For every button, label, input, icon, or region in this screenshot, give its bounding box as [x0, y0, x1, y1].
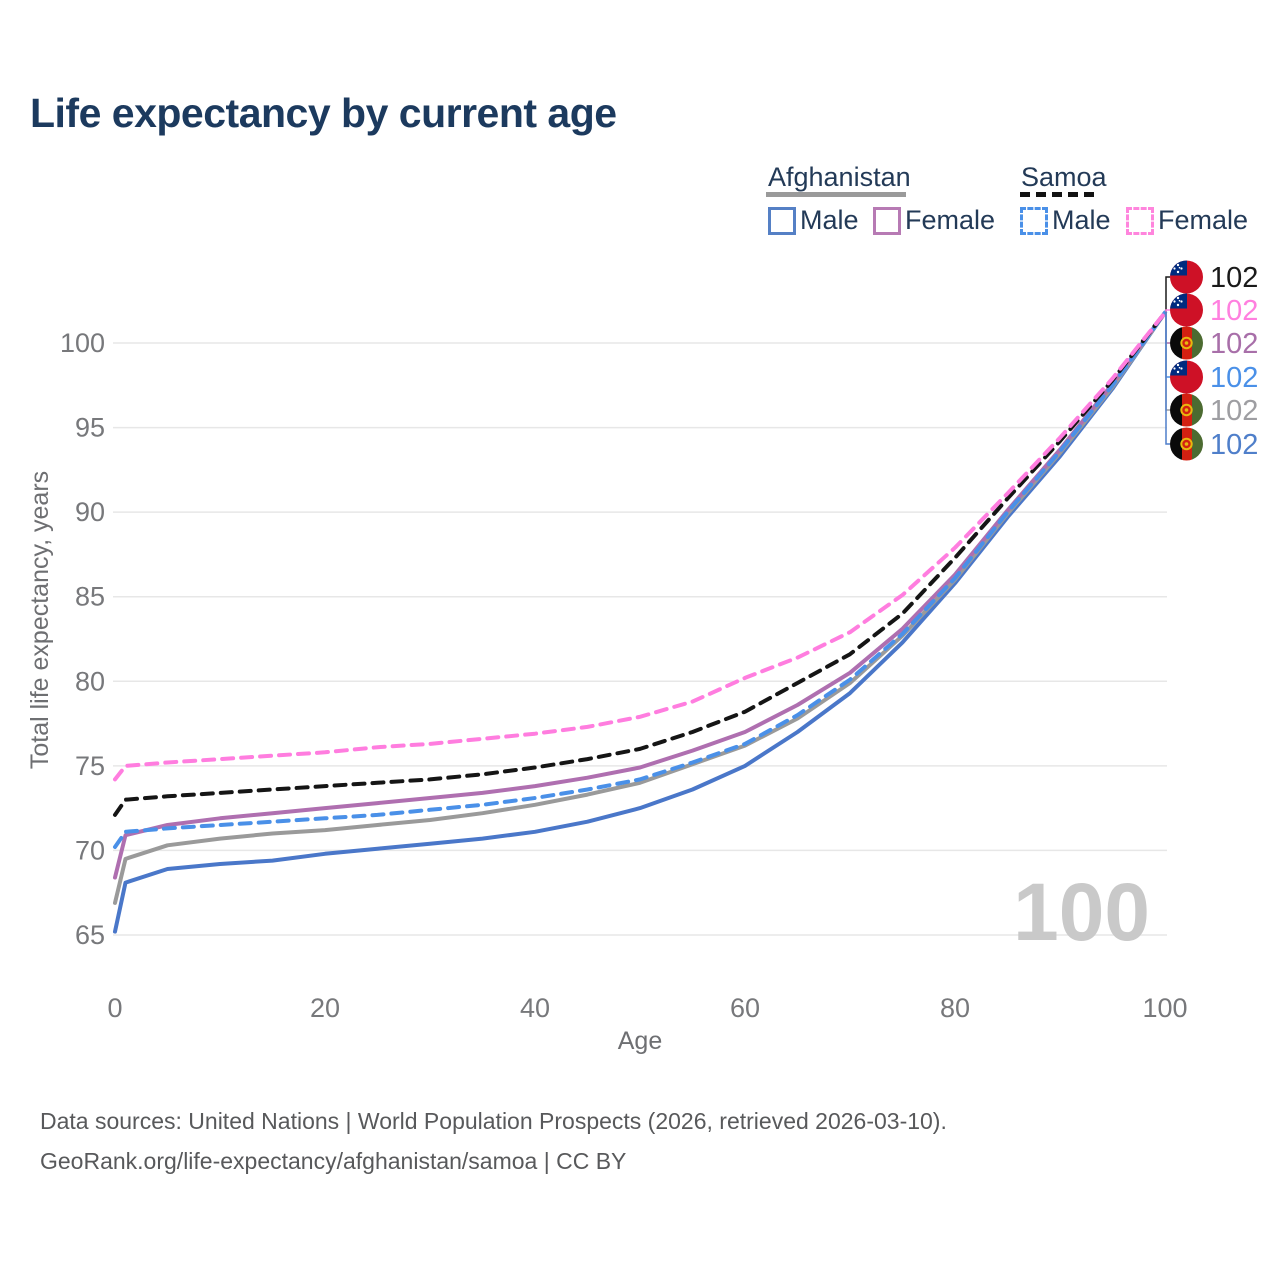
end-value-samoa-female: 102	[1210, 295, 1258, 327]
afghanistan-flag-icon	[1170, 428, 1203, 461]
x-tick-60: 60	[730, 993, 760, 1023]
end-value-afghanistan-male: 102	[1210, 429, 1258, 461]
samoa-flag-icon	[1170, 294, 1203, 327]
legend-label-samoa-male: Male	[1052, 205, 1111, 235]
y-tick-75: 75	[75, 751, 105, 781]
legend-swatch-samoa-female[interactable]	[1126, 206, 1154, 235]
legend-underline-samoa-dashed-line	[1020, 192, 1098, 197]
legend-swatch-afghanistan-male[interactable]	[768, 206, 796, 235]
legend-label-samoa-female: Female	[1158, 205, 1249, 235]
x-tick-0: 0	[107, 993, 122, 1023]
series-line-samoa-female[interactable]	[113, 310, 1167, 782]
legend-group-afghanistan: Afghanistan	[768, 162, 911, 192]
end-value-afghanistan-total: 102	[1210, 395, 1258, 427]
end-value-samoa-total: 102	[1210, 262, 1258, 294]
afghanistan-flag-icon	[1170, 394, 1203, 427]
y-tick-90: 90	[75, 497, 105, 527]
legend-item-samoa-male[interactable]: Male	[1020, 205, 1111, 236]
y-tick-95: 95	[75, 413, 105, 443]
x-axis-label: Age	[618, 1027, 662, 1055]
y-axis-label: Total life expectancy, years	[26, 471, 54, 769]
legend-swatch-samoa-male[interactable]	[1020, 206, 1048, 235]
y-tick-65: 65	[75, 920, 105, 950]
end-value-afghanistan-female: 102	[1210, 328, 1258, 360]
y-tick-80: 80	[75, 666, 105, 696]
legend-label-afghanistan-male: Male	[800, 205, 859, 235]
leader-line-afghanistan-male	[1165, 311, 1170, 445]
age-watermark: 100	[1013, 867, 1150, 958]
series-line-samoa-male[interactable]	[113, 310, 1167, 849]
legend-label-afghanistan-female: Female	[905, 205, 996, 235]
series-line-afghanistan-male[interactable]	[113, 310, 1167, 934]
x-tick-80: 80	[940, 993, 970, 1023]
x-tick-40: 40	[520, 993, 550, 1023]
footer-attribution: GeoRank.org/life-expectancy/afghanistan/…	[40, 1148, 627, 1174]
legend-group-samoa: Samoa	[1021, 162, 1107, 192]
x-tick-100: 100	[1142, 993, 1187, 1023]
samoa-flag-icon	[1170, 261, 1203, 294]
legend-item-afghanistan-female[interactable]: Female	[873, 205, 995, 236]
legend-swatch-afghanistan-female[interactable]	[873, 206, 901, 235]
page-title: Life expectancy by current age	[30, 90, 617, 136]
end-value-samoa-male: 102	[1210, 362, 1258, 394]
series-line-afghanistan-female[interactable]	[113, 310, 1167, 880]
legend-item-samoa-female[interactable]: Female	[1126, 205, 1248, 236]
afghanistan-flag-icon	[1170, 327, 1203, 360]
legend-item-afghanistan-male[interactable]: Male	[768, 205, 859, 236]
x-tick-20: 20	[310, 993, 340, 1023]
y-tick-70: 70	[75, 835, 105, 865]
footer-data-sources: Data sources: United Nations | World Pop…	[40, 1108, 947, 1134]
legend-underline-afghanistan-solid-line	[766, 192, 906, 197]
y-tick-85: 85	[75, 582, 105, 612]
series-line-samoa-total[interactable]	[113, 310, 1167, 817]
y-tick-100: 100	[60, 328, 105, 358]
leader-line-samoa-total	[1165, 276, 1170, 314]
samoa-flag-icon	[1170, 361, 1203, 394]
